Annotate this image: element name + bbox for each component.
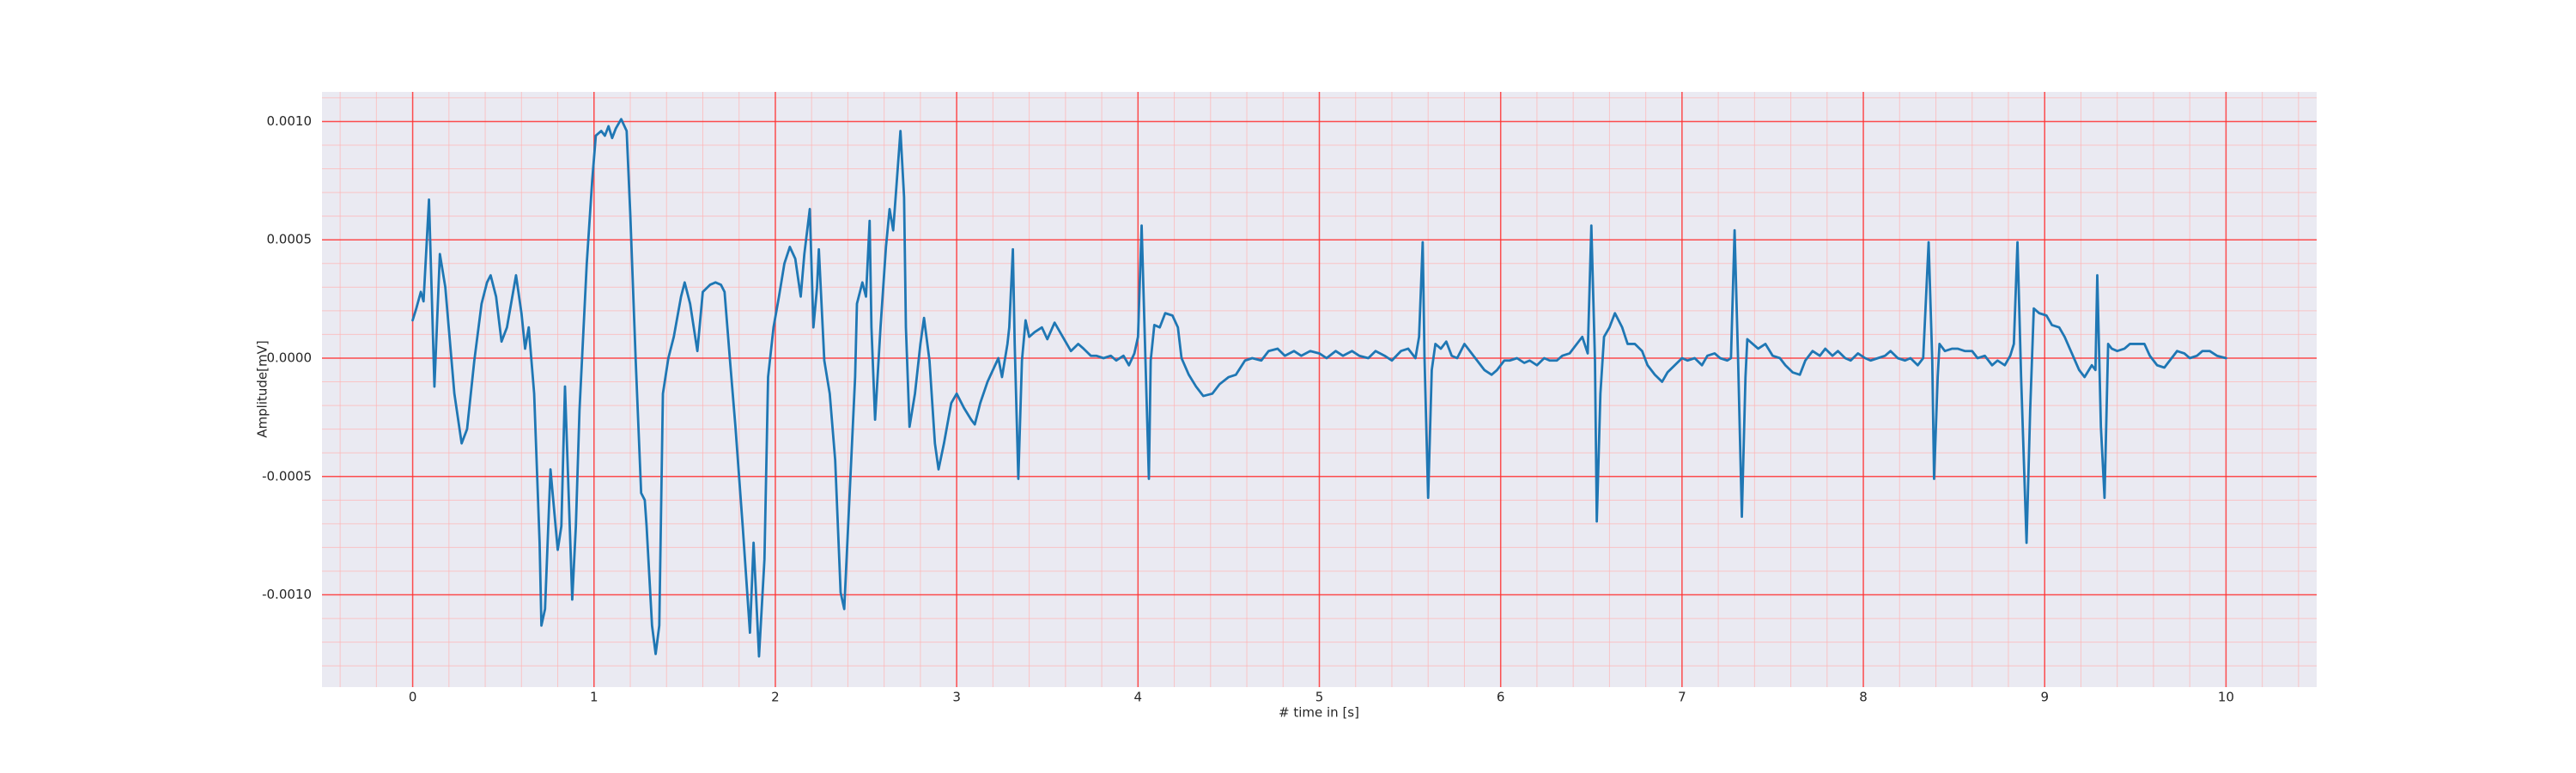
x-tick-label: 9 <box>2040 690 2049 705</box>
y-tick-label: 0.0005 <box>267 232 313 247</box>
x-tick-label: 8 <box>1859 690 1868 705</box>
signal-line <box>411 118 2227 658</box>
y-tick-label: 0.0000 <box>267 350 313 365</box>
y-tick-label: -0.0010 <box>262 587 312 602</box>
x-tick-label: 3 <box>952 690 961 705</box>
x-tick-label: 2 <box>771 690 780 705</box>
y-tick-label: 0.0010 <box>267 113 313 129</box>
x-axis-label: # time in [s] <box>1279 705 1359 721</box>
x-tick-label: 10 <box>2218 690 2234 705</box>
y-tick-label: -0.0005 <box>262 468 312 484</box>
x-tick-label: 4 <box>1134 690 1143 705</box>
plot <box>411 118 2227 658</box>
x-tick-label: 7 <box>1678 690 1686 705</box>
x-tick-label: 1 <box>590 690 598 705</box>
x-tick-label: 0 <box>409 690 417 705</box>
y-axis-label: Amplitude[mV] <box>255 340 270 437</box>
x-tick-label: 6 <box>1497 690 1505 705</box>
labels: # time in [s] Amplitude[mV] 0 1 2 3 4 5 6 7 8 9 10… <box>255 113 2234 721</box>
x-tick-label: 5 <box>1315 690 1324 705</box>
grid <box>322 92 2317 687</box>
